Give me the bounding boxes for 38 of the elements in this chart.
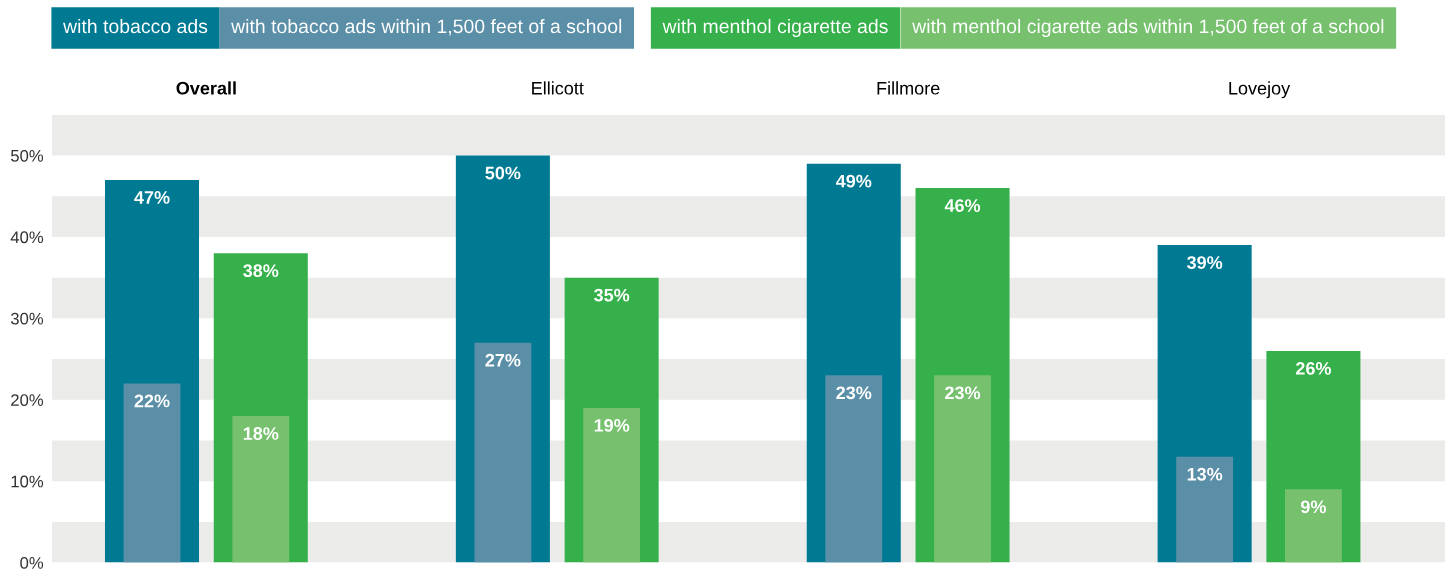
bar [232,416,290,563]
x-tick-label: Lovejoy [1229,81,1291,99]
y-tick-label: 30% [10,312,44,325]
data-label: 22% [134,394,170,408]
x-tick-label: Ellicott [532,81,584,95]
y-tick-label: 0% [20,557,44,569]
data-label: 38% [243,264,279,278]
x-tick-label: Fillmore [877,81,940,95]
data-label: 13% [1187,467,1223,481]
bar [825,375,883,563]
bar [1176,456,1234,563]
text: with menthol cigarette ads within 1,500 feet of a school [912,18,1384,38]
y-tick-label: 50% [10,149,44,162]
data-label: 47% [134,191,170,204]
data-label: 50% [485,166,521,180]
text: with tobacco ads within 1,500 feet of a school [231,18,622,36]
data-label: 19% [594,418,630,432]
data-label: 27% [485,353,521,367]
bar [474,342,532,563]
y-tick-label: 20% [11,394,44,406]
data-label: 49% [835,174,872,188]
data-label: 23% [945,386,981,400]
y-tick-label: 10% [11,475,44,488]
text: with menthol cigarette ads [662,18,888,38]
bar [934,375,991,563]
data-label: 9% [1301,500,1326,514]
x-tick-label: Overall [176,81,236,95]
data-label: 39% [1186,256,1223,269]
y-tick-label: 40% [10,231,44,244]
data-label: 35% [594,288,630,302]
bar [1285,489,1342,563]
data-label: 18% [243,427,279,440]
bar [583,407,641,563]
data-label: 46% [944,199,981,212]
data-label: 23% [836,386,872,400]
bar [123,383,181,563]
text: with tobacco ads [63,18,208,34]
data-label: 26% [1295,361,1332,375]
